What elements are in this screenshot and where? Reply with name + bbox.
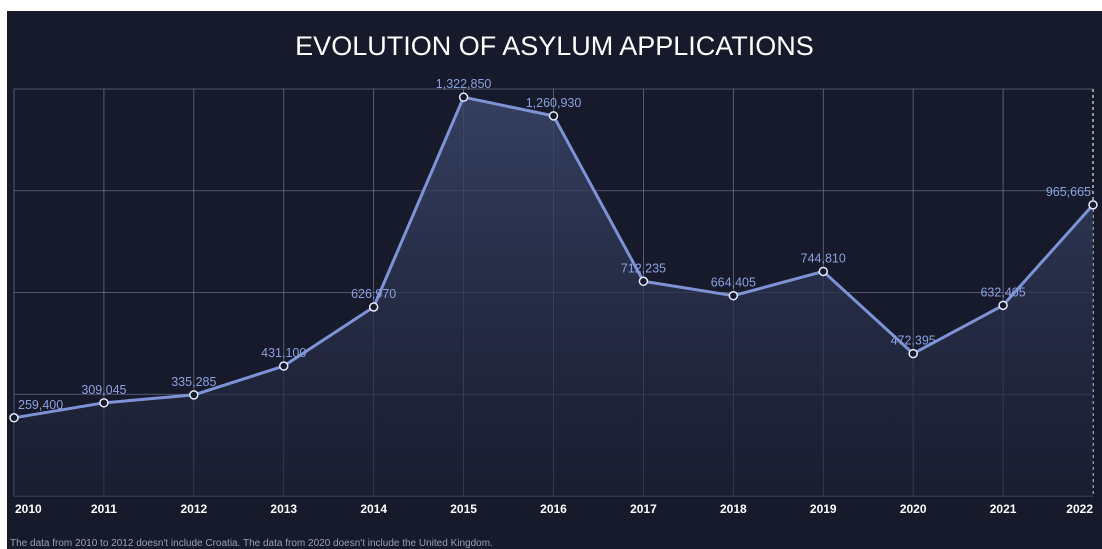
area-chart: 259,400 309,045 335,285 431,100 626,970 1,322…	[9, 77, 1098, 516]
data-label: 335,285	[171, 375, 216, 389]
data-label: 664,405	[711, 276, 756, 290]
data-label: 626,970	[351, 287, 396, 301]
chart-panel: EVOLUTION OF ASYLUM APPLICATIONS 259,400…	[7, 11, 1102, 549]
footnote: The data from 2010 to 2012 doesn't inclu…	[10, 538, 493, 549]
data-point	[9, 413, 19, 423]
data-point	[548, 111, 559, 121]
data-label: 744,810	[801, 251, 846, 265]
data-point	[728, 290, 739, 301]
data-label: 712,235	[621, 261, 666, 275]
point-layer	[9, 92, 1098, 423]
x-tick-label: 2019	[810, 502, 837, 516]
x-tick-label: 2020	[900, 502, 927, 516]
x-tick-label: 2017	[630, 502, 657, 516]
chart-title: EVOLUTION OF ASYLUM APPLICATIONS	[295, 31, 814, 61]
data-label: 431,100	[261, 346, 306, 360]
data-point	[99, 398, 109, 408]
x-tick-label: 2015	[450, 502, 477, 516]
data-label: 309,045	[81, 383, 126, 397]
data-label: 472,395	[891, 334, 936, 348]
data-point	[189, 390, 199, 400]
data-point	[998, 300, 1008, 311]
x-tick-label: 2010	[15, 502, 42, 516]
x-tick-label: 2018	[720, 502, 747, 516]
x-tick-label: 2011	[91, 502, 117, 516]
x-tick-label: 2014	[360, 502, 387, 516]
area-layer	[14, 97, 1093, 497]
x-tick-label: 2013	[270, 502, 297, 516]
data-point	[368, 302, 379, 312]
x-tick-label: 2022	[1066, 502, 1093, 516]
data-label: 259,400	[18, 398, 63, 412]
tick-layer: 2010 2011 2012 2013 2014 2015 2016 2017 2018 2019…	[15, 502, 1093, 516]
x-tick-label: 2012	[180, 502, 207, 516]
data-label: 1,260,930	[526, 96, 582, 110]
data-label: 1,322,850	[436, 77, 492, 91]
data-point	[818, 266, 828, 277]
data-point	[458, 92, 469, 102]
data-label: 632,405	[980, 285, 1025, 299]
x-tick-label: 2016	[540, 502, 567, 516]
label-layer: 259,400 309,045 335,285 431,100 626,970 1,322…	[18, 77, 1091, 412]
data-label: 965,665	[1046, 185, 1091, 199]
data-point	[908, 348, 918, 359]
data-point	[279, 361, 289, 371]
data-point	[638, 276, 649, 287]
area-fill	[14, 97, 1093, 497]
data-point	[1088, 200, 1098, 210]
x-tick-label: 2021	[990, 502, 1017, 516]
